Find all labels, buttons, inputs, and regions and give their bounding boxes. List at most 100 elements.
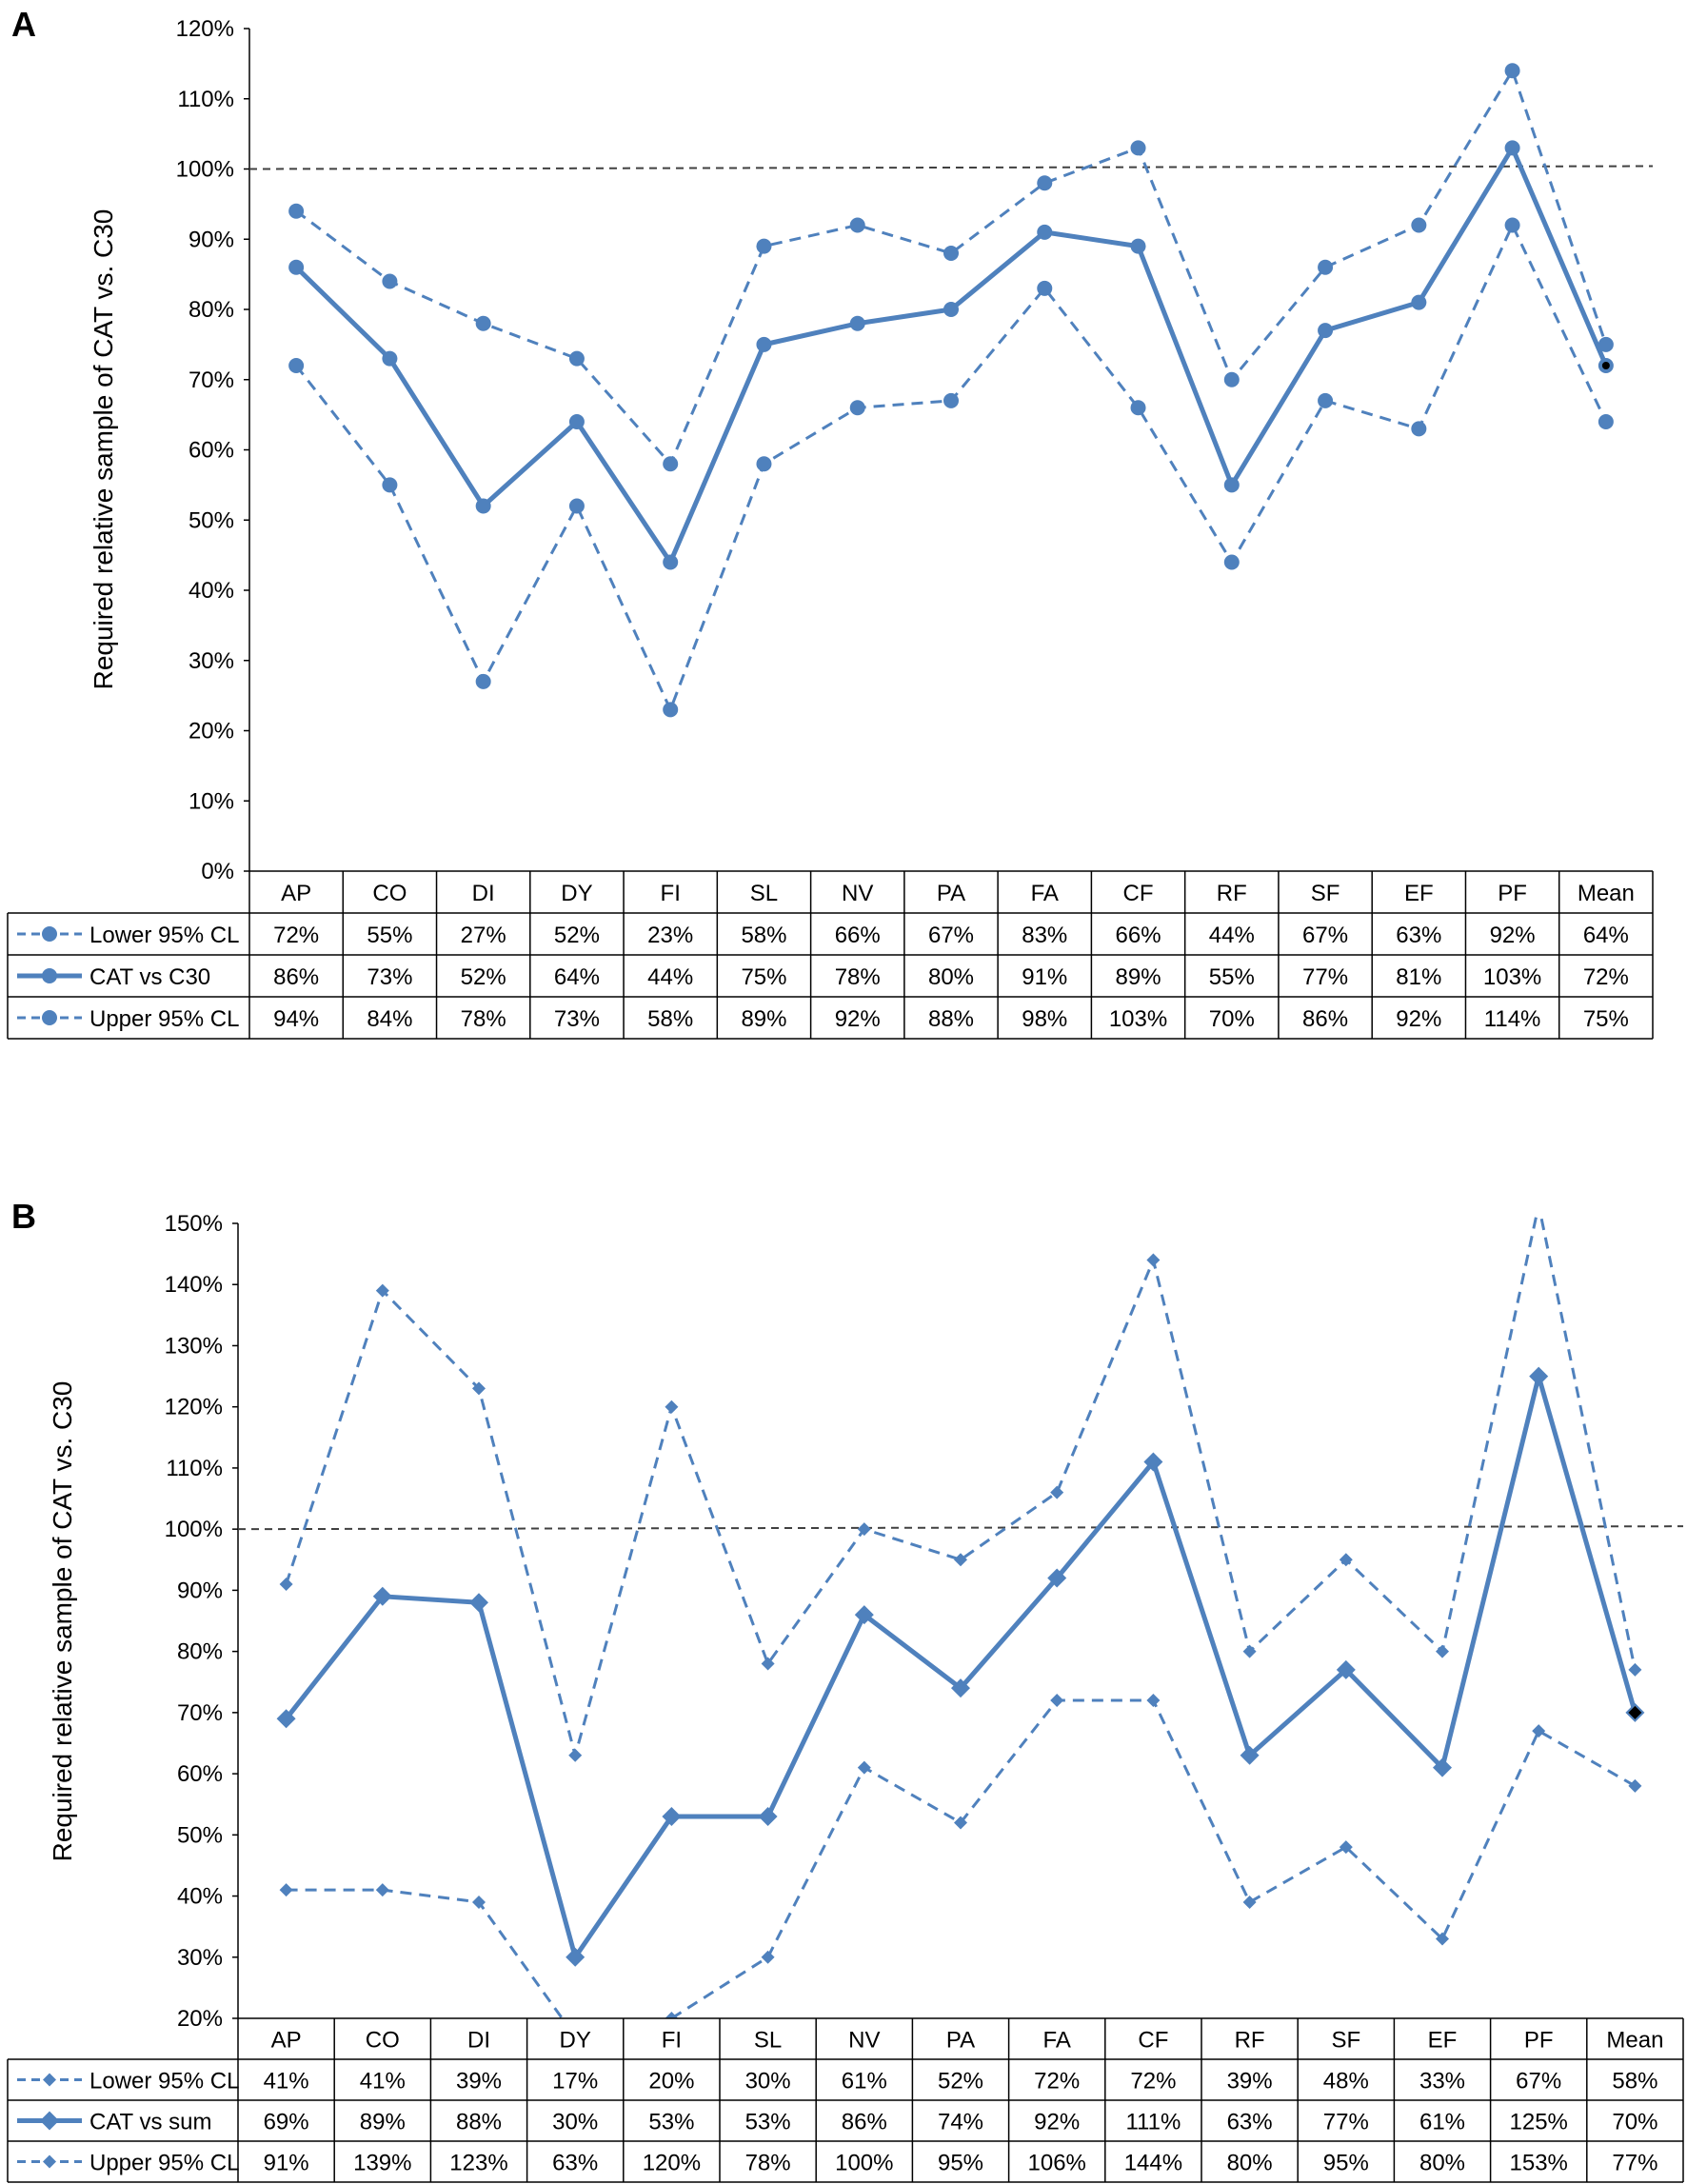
x-tick-label: SF bbox=[1331, 2028, 1360, 2054]
x-tick-label: SF bbox=[1311, 881, 1340, 906]
data-point bbox=[568, 350, 585, 367]
y-tick-label: 0% bbox=[201, 859, 234, 884]
legend-key-marker bbox=[43, 2073, 56, 2087]
data-point bbox=[857, 1760, 871, 1775]
data-point bbox=[472, 1895, 486, 1909]
x-tick-label: PF bbox=[1498, 881, 1527, 906]
data-point bbox=[1130, 140, 1146, 156]
x-tick-label: EF bbox=[1404, 881, 1434, 906]
data-point bbox=[372, 1586, 392, 1606]
data-label: 70% bbox=[1209, 1006, 1255, 1032]
data-label: 89% bbox=[360, 2110, 406, 2135]
x-tick-label: FI bbox=[662, 2028, 682, 2054]
data-point bbox=[849, 315, 865, 331]
y-tick-label: 40% bbox=[189, 578, 234, 604]
data-label: 17% bbox=[552, 2069, 598, 2095]
plot-area bbox=[288, 63, 1614, 718]
y-tick-label: 70% bbox=[189, 367, 234, 393]
data-label: 77% bbox=[1323, 2110, 1369, 2135]
data-label: 63% bbox=[1227, 2110, 1273, 2135]
data-label: 53% bbox=[745, 2110, 791, 2135]
y-tick-label: 60% bbox=[189, 438, 234, 464]
data-label: 100% bbox=[835, 2151, 893, 2176]
data-label: 78% bbox=[461, 1006, 506, 1032]
legend-key-marker bbox=[42, 926, 57, 942]
panel-label: B bbox=[11, 1197, 36, 1236]
series-line-2 bbox=[295, 69, 1608, 466]
x-tick-label: NV bbox=[842, 881, 873, 906]
data-label: 72% bbox=[1130, 2069, 1176, 2095]
data-point bbox=[1433, 1757, 1452, 1777]
panel-label: A bbox=[11, 5, 36, 44]
x-tick-label: FI bbox=[661, 881, 681, 906]
data-label: 58% bbox=[1612, 2069, 1657, 2095]
data-label: 52% bbox=[938, 2069, 983, 2095]
data-point bbox=[1598, 336, 1614, 352]
data-label: 88% bbox=[456, 2110, 502, 2135]
data-label: 74% bbox=[938, 2110, 983, 2135]
data-point bbox=[854, 1605, 874, 1625]
data-label: 83% bbox=[1022, 923, 1067, 948]
y-tick-label: 50% bbox=[177, 1822, 223, 1848]
data-label: 27% bbox=[461, 923, 506, 948]
data-point bbox=[1532, 1199, 1545, 1212]
data-label: 84% bbox=[367, 1006, 412, 1032]
data-point bbox=[1628, 1778, 1642, 1793]
data-label: 88% bbox=[928, 1006, 974, 1032]
y-tick-label: 60% bbox=[177, 1761, 223, 1787]
data-point bbox=[382, 273, 398, 289]
data-point bbox=[849, 400, 865, 416]
data-label: 103% bbox=[1109, 1006, 1167, 1032]
y-tick-label: 80% bbox=[189, 297, 234, 323]
data-label: 30% bbox=[552, 2110, 598, 2135]
data-label: 69% bbox=[264, 2110, 309, 2135]
data-label: 111% bbox=[1125, 2110, 1181, 2135]
data-label: 70% bbox=[1612, 2110, 1657, 2135]
data-point bbox=[943, 392, 959, 408]
data-label: 53% bbox=[648, 2110, 694, 2135]
data-point bbox=[1130, 400, 1146, 416]
data-label: 92% bbox=[1396, 1006, 1441, 1032]
data-point bbox=[1037, 175, 1053, 191]
data-point bbox=[761, 1950, 775, 1964]
data-label: 98% bbox=[1022, 1006, 1067, 1032]
data-point bbox=[1050, 1485, 1064, 1499]
legend-label: Lower 95% CL bbox=[89, 923, 239, 948]
data-point bbox=[943, 246, 959, 261]
data-label: 41% bbox=[264, 2069, 309, 2095]
data-label: 91% bbox=[1022, 964, 1067, 990]
data-point bbox=[382, 350, 398, 367]
data-point bbox=[1130, 238, 1146, 254]
data-point bbox=[1242, 1895, 1257, 1909]
data-point bbox=[1050, 1694, 1064, 1707]
y-tick-label: 100% bbox=[165, 1517, 223, 1542]
data-point bbox=[1504, 63, 1520, 79]
data-label: 80% bbox=[1227, 2151, 1273, 2176]
y-tick-label: 80% bbox=[177, 1639, 223, 1665]
data-label: 66% bbox=[1116, 923, 1161, 948]
chart-panel-a: A Required relative sample of CAT vs. C30… bbox=[7, 5, 1654, 1040]
data-label: 61% bbox=[842, 2069, 887, 2095]
data-point bbox=[756, 456, 772, 472]
data-point bbox=[665, 1400, 679, 1414]
legend-label: Upper 95% CL bbox=[89, 2151, 239, 2176]
data-point bbox=[1504, 140, 1520, 156]
data-point bbox=[1047, 1568, 1067, 1588]
data-point bbox=[288, 259, 305, 275]
data-point bbox=[276, 1709, 296, 1729]
data-label: 39% bbox=[456, 2069, 502, 2095]
data-point bbox=[375, 1883, 389, 1897]
data-point bbox=[857, 1522, 871, 1537]
x-tick-label: EF bbox=[1428, 2028, 1458, 2054]
data-label: 72% bbox=[1034, 2069, 1080, 2095]
data-label: 89% bbox=[741, 1006, 786, 1032]
data-label: 67% bbox=[928, 923, 974, 948]
series-line-0 bbox=[294, 224, 1608, 711]
data-point bbox=[472, 1381, 486, 1396]
y-tick-label: 20% bbox=[177, 2006, 223, 2032]
data-point bbox=[1223, 554, 1240, 570]
x-tick-label: CO bbox=[366, 2028, 400, 2054]
data-point bbox=[566, 1947, 585, 1967]
data-point bbox=[288, 203, 305, 219]
y-tick-label: 110% bbox=[166, 1456, 223, 1481]
